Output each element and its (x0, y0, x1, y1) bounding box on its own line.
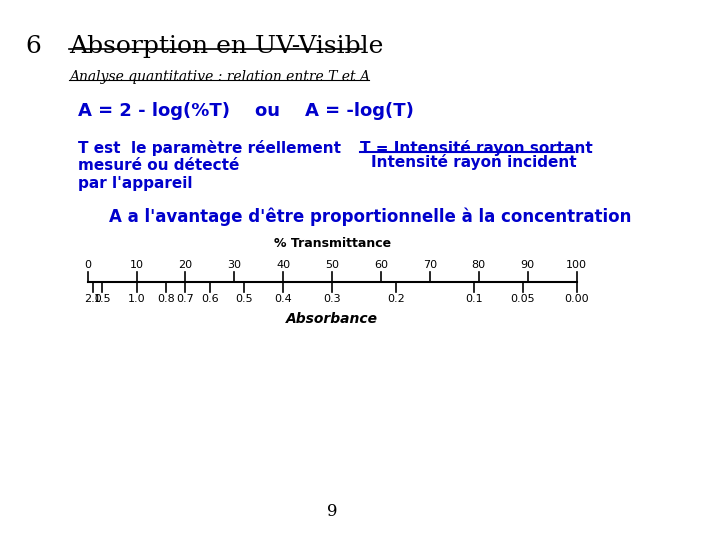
Text: 60: 60 (374, 260, 388, 270)
Text: 70: 70 (423, 260, 437, 270)
Text: Absorbance: Absorbance (286, 312, 378, 326)
Text: 2.0: 2.0 (84, 294, 102, 304)
Text: 80: 80 (472, 260, 486, 270)
Text: 0.6: 0.6 (201, 294, 219, 304)
Text: 100: 100 (566, 260, 587, 270)
Text: 0: 0 (84, 260, 91, 270)
Text: 6: 6 (26, 35, 42, 58)
Text: 20: 20 (179, 260, 192, 270)
Text: 0.7: 0.7 (176, 294, 194, 304)
Text: par l'appareil: par l'appareil (78, 176, 193, 191)
Text: 10: 10 (130, 260, 143, 270)
Text: 0.5: 0.5 (235, 294, 253, 304)
Text: 0.8: 0.8 (157, 294, 175, 304)
Text: Analyse quantitative : relation entre T et A: Analyse quantitative : relation entre T … (69, 70, 370, 84)
Text: 1.5: 1.5 (94, 294, 111, 304)
Text: 90: 90 (521, 260, 535, 270)
Text: 0.05: 0.05 (510, 294, 535, 304)
Text: 1.0: 1.0 (127, 294, 145, 304)
Text: T = Intensité rayon sortant: T = Intensité rayon sortant (360, 140, 593, 156)
Text: % Transmittance: % Transmittance (274, 237, 391, 250)
Text: 0.1: 0.1 (465, 294, 482, 304)
Text: 30: 30 (228, 260, 241, 270)
Text: 9: 9 (327, 503, 338, 520)
Text: T est  le paramètre réellement: T est le paramètre réellement (78, 140, 341, 156)
Text: 0.3: 0.3 (323, 294, 341, 304)
Text: A = 2 - log(%T)    ou    A = -log(T): A = 2 - log(%T) ou A = -log(T) (78, 102, 414, 120)
Text: 40: 40 (276, 260, 290, 270)
Text: 0.00: 0.00 (564, 294, 589, 304)
Text: Intensité rayon incident: Intensité rayon incident (371, 154, 577, 170)
Text: A a l'avantage d'être proportionnelle à la concentration: A a l'avantage d'être proportionnelle à … (109, 207, 631, 226)
Text: 0.2: 0.2 (387, 294, 405, 304)
Text: Absorption en UV-Visible: Absorption en UV-Visible (69, 35, 384, 58)
Text: mesuré ou détecté: mesuré ou détecté (78, 158, 240, 173)
Text: 50: 50 (325, 260, 339, 270)
Text: 0.4: 0.4 (274, 294, 292, 304)
